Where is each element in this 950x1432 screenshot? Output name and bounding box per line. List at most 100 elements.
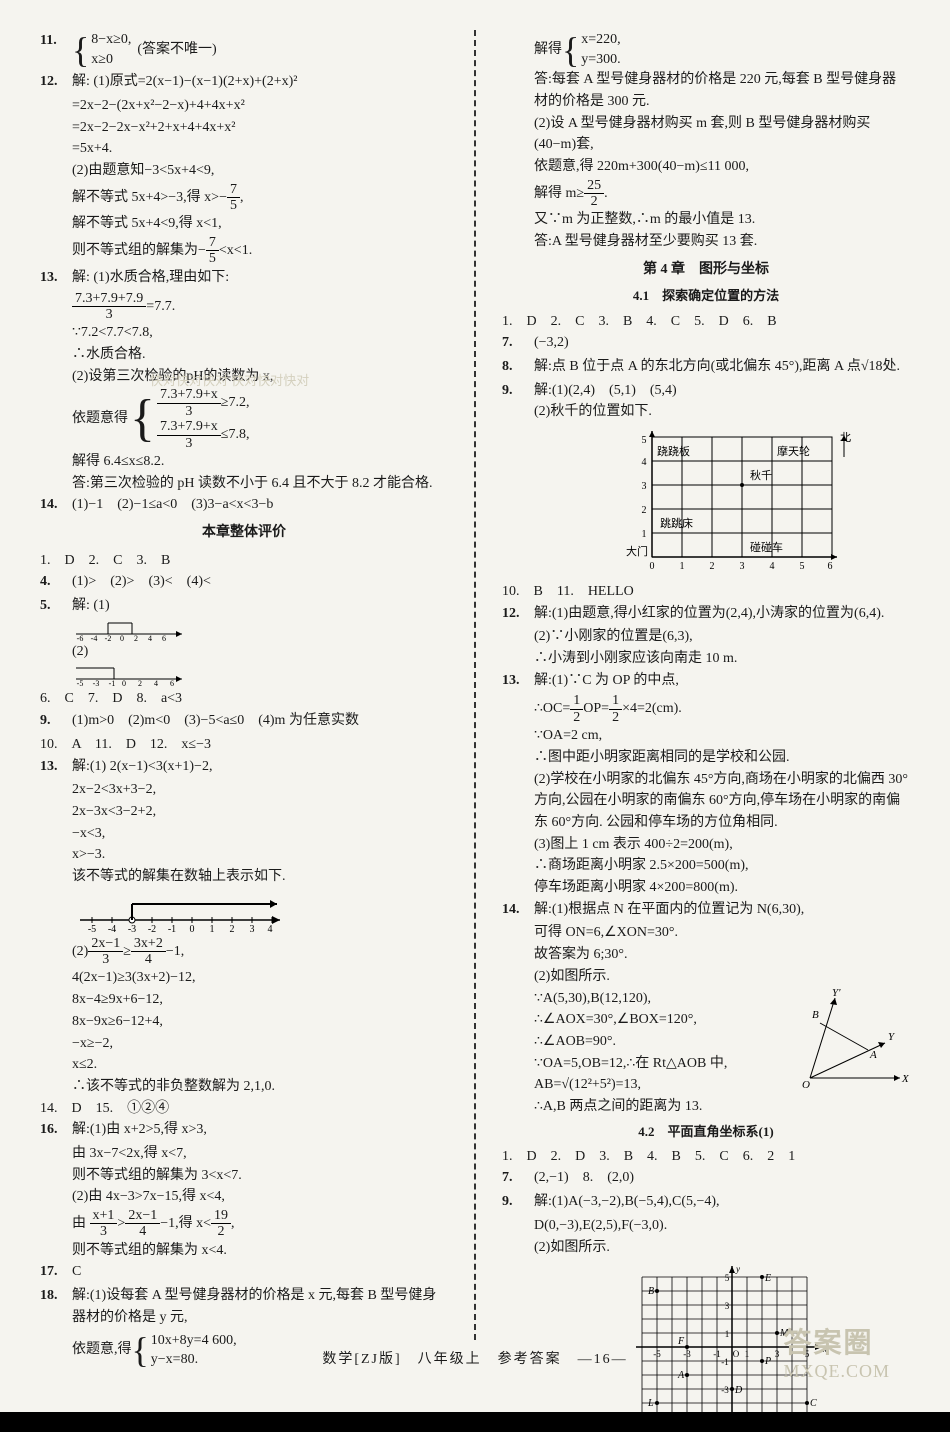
footer-wm-top: 答案圈 — [783, 1321, 890, 1361]
svg-text:-5: -5 — [653, 1349, 661, 1359]
q12-fr1b: 5 — [227, 198, 240, 213]
grid-c: 秋千 — [750, 468, 772, 482]
svg-text:O: O — [802, 1079, 810, 1091]
a13-l8: 8x−9x≥6−12+4, — [40, 1011, 448, 1033]
a5: 5. 解: (1) -6-4-2 0246 (2) — [40, 595, 448, 686]
grid-north: 北 — [840, 431, 851, 444]
svg-text:4: 4 — [770, 561, 775, 572]
a4: 4. (1)> (2)> (3)< (4)< — [40, 571, 448, 593]
q12-p3b: , — [240, 190, 244, 205]
a16-p3a: 由 — [72, 1216, 90, 1231]
q13-p4: 答:第三次检验的 pH 读数不小于 6.4 且不大于 8.2 才能合格. — [40, 473, 448, 495]
b14: 14. 解:(1)根据点 N 在平面内的位置记为 N(6,30), — [502, 899, 910, 921]
svg-text:2: 2 — [134, 634, 138, 641]
q11-num: 11. — [40, 30, 72, 69]
a13-p2m: ≥ — [123, 944, 131, 959]
b13-head: 解:(1)∵C 为 OP 的中点, — [534, 670, 910, 692]
q13-s2e: ≤7.8, — [221, 427, 250, 442]
b12-l2: ∴小涛到小刚家应该向南走 10 m. — [502, 648, 910, 670]
svg-text:-3: -3 — [683, 1349, 691, 1359]
svg-text:L: L — [647, 1398, 654, 1409]
b13-p3: (3)图上 1 cm 表示 400÷2=200(m), — [502, 834, 910, 856]
b13-l1: ∴OC=12OP=12×4=2(cm). — [502, 693, 910, 725]
b13-fr1t: 1 — [570, 693, 583, 709]
q12-p5a: 则不等式组的解集为− — [72, 243, 206, 258]
svg-text:5: 5 — [642, 435, 647, 446]
a17-body: C — [72, 1261, 448, 1283]
q12-l2: =2x−2−2x−x²+2+x+4+4x+x² — [40, 117, 448, 139]
svg-text:A: A — [869, 1049, 877, 1061]
svg-text:5: 5 — [725, 1273, 730, 1283]
a16-l3: 则不等式组的解集为 x<4. — [40, 1240, 448, 1262]
a9-body: (1)m>0 (2)m<0 (3)−5<a≤0 (4)m 为任意实数 — [72, 710, 448, 732]
b14-l2: 故答案为 6;30°. — [502, 944, 910, 966]
section-4-2-title: 4.2 平面直角坐标系(1) — [502, 1122, 910, 1142]
c9-l1: D(0,−3),E(2,5),F(−3,0). — [502, 1215, 910, 1237]
svg-text:Y: Y — [888, 1031, 896, 1043]
a13-l10: x≤2. — [40, 1054, 448, 1076]
b9-body: 解:(1)(2,4) (5,1) (5,4) (2)秋千的位置如下. — [534, 380, 910, 423]
svg-text:3: 3 — [725, 1301, 730, 1311]
a13-l2: 2x−3x<3−2+2, — [40, 801, 448, 823]
a13-p2: (2)2x−13≥3x+24−1, — [40, 936, 448, 968]
a13-p2e: −1, — [166, 944, 184, 959]
svg-text:-1: -1 — [721, 1357, 729, 1367]
b13-fr1b2: 2 — [609, 710, 622, 725]
grid-a: 跷跷板 — [657, 444, 690, 458]
section-title: 本章整体评价 — [40, 522, 448, 544]
b9-l1: (2)秋千的位置如下. — [534, 401, 910, 423]
svg-text:O: O — [733, 1349, 740, 1359]
b13-fr1t2: 1 — [609, 693, 622, 709]
svg-text:4: 4 — [148, 634, 152, 641]
svg-text:1: 1 — [725, 1329, 730, 1339]
a13-l3: −x<3, — [40, 823, 448, 845]
a16-l1: 由 3x−7<2x,得 x<7, — [40, 1143, 448, 1165]
numberline-a13: -5-4-3 -2-10 123 4 — [72, 892, 448, 932]
a16-fr2b: 4 — [125, 1224, 160, 1239]
a16-fr3t: 19 — [211, 1208, 231, 1224]
a13-l6: 4(2x−1)≥3(3x+2)−12, — [40, 967, 448, 989]
q12-fr2b: 5 — [206, 251, 219, 266]
a16-p3m: > — [117, 1216, 125, 1231]
b14-p2: (2)如图所示. — [502, 966, 910, 988]
content-columns: 11. { 8−x≥0, x≥0 (答案不唯一) 12. 解: (1)原式=2( — [40, 30, 910, 1340]
b13-l3: ∴图中距小明家距离相同的是学校和公园. — [502, 747, 910, 769]
a9-num: 9. — [40, 710, 72, 732]
q13-l1: ∵7.2<7.7<7.8, — [40, 322, 448, 344]
svg-text:1: 1 — [745, 1349, 750, 1359]
a18-syslbl: 依题意,得 — [72, 1339, 132, 1361]
a17-num: 17. — [40, 1261, 72, 1283]
a18-sys1: 10x+8y=4 600, — [151, 1331, 237, 1351]
b7-body: (−3,2) — [534, 332, 910, 354]
b7-num: 7. — [502, 332, 534, 354]
svg-text:0: 0 — [120, 634, 124, 641]
a4-num: 4. — [40, 571, 72, 593]
a16-p2: (2)由 4x−3>7x−15,得 x<4, — [40, 1186, 448, 1208]
svg-text:4: 4 — [642, 457, 647, 468]
q12-p3a: 解不等式 5x+4>−3,得 x>− — [72, 190, 227, 205]
q12-fr1t: 7 — [227, 182, 240, 198]
b14-head: 解:(1)根据点 N 在平面内的位置记为 N(6,30), — [534, 899, 910, 921]
r-p4: 解得 m≥252. — [502, 178, 910, 210]
svg-text:-3: -3 — [128, 924, 136, 932]
svg-text:1: 1 — [680, 561, 685, 572]
svg-text:1: 1 — [210, 924, 215, 932]
a5-body: 解: (1) -6-4-2 0246 (2) — [72, 595, 448, 686]
r-p2: (2)设 A 型号健身器材购买 m 套,则 B 型号健身器材购买(40−m)套, — [502, 113, 910, 156]
q14-num: 14. — [40, 494, 72, 516]
svg-text:-4: -4 — [91, 634, 98, 641]
a18-head: 解:(1)设每套 A 型号健身器材的价格是 x 元,每套 B 型号健身器材的价格… — [72, 1285, 448, 1328]
a16-head: 解:(1)由 x+2>5,得 x>3, — [72, 1119, 448, 1141]
a13: 13. 解:(1) 2(x−1)<3(x+1)−2, — [40, 756, 448, 778]
svg-text:2: 2 — [710, 561, 715, 572]
q13-sys: 依题意得 { 7.3+7.9+x3≥7.2, 7.3+7.9+x3≤7.8, — [40, 387, 448, 451]
a16-fr1t: x+1 — [90, 1208, 118, 1224]
b13-p2: (2)学校在小明家的北偏东 45°方向,商场在小明家的北偏西 30°方向,公园在… — [502, 769, 910, 834]
c1: 1. D 2. D 3. B 4. B 5. C 6. 2 1 — [502, 1146, 910, 1168]
q12-head: 解: (1)原式=2(x−1)−(x−1)(2+x)+(2+x)² — [72, 71, 448, 93]
svg-text:2: 2 — [642, 505, 647, 516]
svg-text:-3: -3 — [721, 1385, 729, 1395]
b14-l3: ∵A(5,30),B(12,120), — [502, 988, 790, 1010]
b9: 9. 解:(1)(2,4) (5,1) (5,4) (2)秋千的位置如下. — [502, 380, 910, 423]
svg-text:0: 0 — [650, 561, 655, 572]
